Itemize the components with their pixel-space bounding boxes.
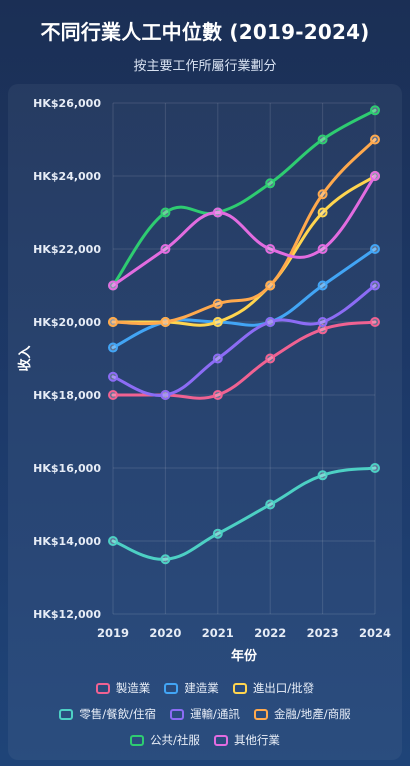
x-tick-label: 2023 [307, 626, 339, 640]
data-point [265, 280, 276, 291]
data-point [370, 463, 380, 473]
y-tick-label: HK$12,000 [33, 608, 101, 621]
data-point [212, 207, 223, 218]
data-point [370, 244, 380, 254]
data-point [370, 134, 380, 145]
legend-swatch [213, 734, 228, 746]
series-line [111, 138, 377, 326]
legend-item[interactable]: 建造業 [164, 680, 219, 696]
series-line [111, 108, 377, 287]
data-point [317, 244, 328, 254]
legend-label: 其他行業 [233, 733, 280, 747]
legend-swatch [170, 708, 185, 720]
legend-label: 建造業 [184, 681, 219, 695]
legend-swatch [164, 682, 179, 694]
data-point [160, 317, 171, 327]
data-point [317, 189, 328, 200]
y-tick-label: HK$20,000 [33, 316, 101, 329]
legend-swatch [59, 708, 74, 720]
data-point [212, 317, 223, 327]
data-point [212, 528, 223, 539]
data-point [265, 499, 276, 510]
line-chart: HK$12,000 HK$14,000 HK$16,000 HK$18,000 HK$2… [17, 97, 392, 664]
data-point [317, 207, 328, 218]
legend-item[interactable]: 公共/社服 [130, 732, 200, 748]
chart-title: 不同行業人工中位數 (2019-2024) [40, 20, 370, 44]
legend-item[interactable]: 製造業 [95, 680, 151, 696]
legend-swatch [232, 682, 247, 694]
data-point [317, 134, 328, 145]
data-point [212, 390, 223, 400]
y-tick-label: HK$16,000 [33, 462, 101, 475]
series-line [111, 284, 377, 397]
legend-row: 製造業 建造業 進出口/批發 [0, 680, 410, 696]
y-tick-label: HK$18,000 [33, 389, 101, 402]
legend-row: 零售/餐飲/住宿 運輸/通訊 金融/地產/商服 [0, 706, 410, 722]
chart-subtitle: 按主要工作所屬行業劃分 [133, 59, 277, 74]
legend-item[interactable]: 進出口/批發 [232, 680, 315, 696]
y-tick-label: HK$26,000 [33, 97, 101, 110]
chart-header: 不同行業人工中位數 (2019-2024) 按主要工作所屬行業劃分 [0, 0, 410, 74]
legend-label: 金融/地產/商服 [273, 707, 351, 721]
y-axis-label: 收入 [17, 345, 33, 371]
data-point [370, 105, 380, 116]
legend-label: 公共/社服 [150, 733, 200, 747]
x-tick-label: 2020 [149, 626, 181, 640]
data-point [108, 317, 118, 327]
data-point [265, 317, 276, 327]
x-tick-label: 2021 [202, 626, 234, 640]
chart-card [8, 84, 402, 760]
data-point [160, 554, 171, 565]
data-point [108, 371, 118, 382]
data-point [160, 244, 171, 254]
x-axis-label: 年份 [231, 648, 258, 664]
legend-label: 進出口/批發 [252, 681, 315, 695]
y-tick-label: HK$22,000 [33, 243, 101, 256]
chart-legend: 製造業 建造業 進出口/批發 零售/餐飲/住宿 運輸/通訊 金融/地產/商服 公… [0, 680, 410, 758]
data-point [108, 280, 118, 291]
legend-swatch [95, 682, 110, 694]
legend-item[interactable]: 金融/地產/商服 [253, 706, 351, 722]
data-point [265, 244, 276, 254]
legend-swatch [130, 734, 145, 746]
series-line [111, 174, 377, 327]
data-point [370, 171, 380, 181]
legend-item[interactable]: 零售/餐飲/住宿 [59, 706, 156, 722]
data-point [317, 280, 328, 291]
legend-item[interactable]: 其他行業 [213, 732, 280, 748]
y-tick-label: HK$24,000 [33, 170, 101, 183]
x-tick-label: 2024 [359, 626, 391, 640]
data-point [265, 178, 276, 189]
data-point [370, 317, 380, 327]
legend-item[interactable]: 運輸/通訊 [170, 706, 240, 722]
data-point [212, 298, 223, 309]
x-tick-label: 2019 [97, 626, 129, 640]
data-point [160, 390, 171, 400]
series-line [111, 320, 377, 400]
x-tick-label: 2022 [254, 626, 286, 640]
data-point [108, 390, 118, 400]
series-line [111, 466, 377, 561]
data-point [317, 470, 328, 481]
series-line [111, 174, 377, 287]
legend-label: 零售/餐飲/住宿 [79, 707, 157, 721]
legend-label: 運輸/通訊 [190, 707, 240, 721]
data-point [265, 353, 276, 364]
data-point [108, 536, 118, 546]
data-point [317, 317, 328, 327]
data-point [212, 353, 223, 364]
legend-label: 製造業 [115, 681, 151, 695]
data-point [108, 342, 118, 353]
series-line [111, 247, 377, 350]
data-point [160, 207, 171, 218]
y-tick-label: HK$14,000 [33, 535, 101, 548]
data-point [370, 280, 380, 291]
legend-row: 公共/社服 其他行業 [0, 732, 410, 748]
legend-swatch [253, 708, 268, 720]
